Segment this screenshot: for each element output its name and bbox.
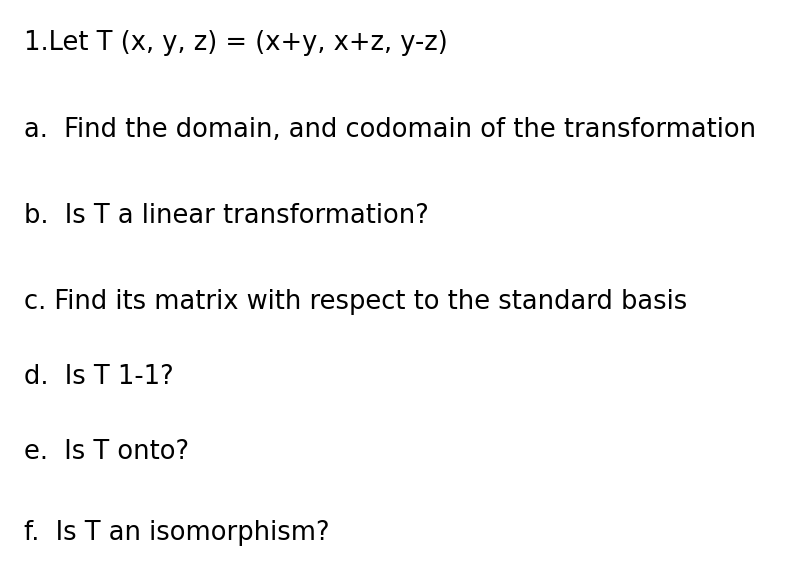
Text: f.  Is T an isomorphism?: f. Is T an isomorphism?	[24, 520, 330, 546]
Text: b.  Is T a linear transformation?: b. Is T a linear transformation?	[24, 203, 429, 229]
Text: a.  Find the domain, and codomain of the transformation: a. Find the domain, and codomain of the …	[24, 116, 756, 143]
Text: 1.Let T (x, y, z) = (x+y, x+z, y-z): 1.Let T (x, y, z) = (x+y, x+z, y-z)	[24, 30, 448, 56]
Text: e.  Is T onto?: e. Is T onto?	[24, 439, 189, 465]
Text: c. Find its matrix with respect to the standard basis: c. Find its matrix with respect to the s…	[24, 289, 688, 316]
Text: d.  Is T 1-1?: d. Is T 1-1?	[24, 364, 174, 391]
